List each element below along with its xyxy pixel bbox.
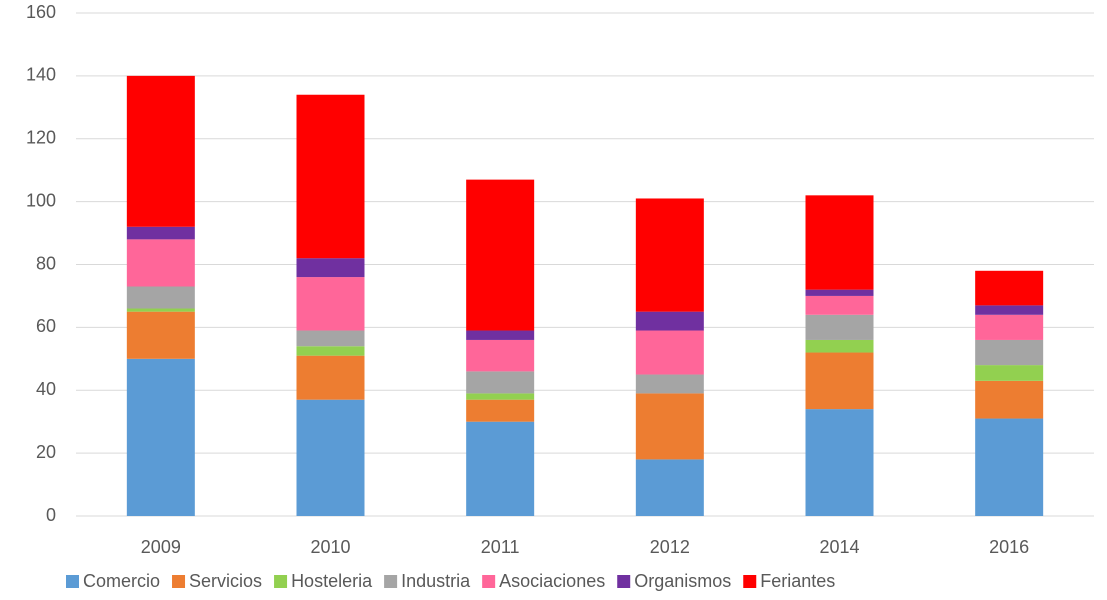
legend-label: Hosteleria bbox=[291, 571, 373, 591]
bar-segment bbox=[635, 459, 704, 516]
bar-segment bbox=[296, 399, 365, 516]
bar-segment bbox=[805, 339, 874, 353]
bar-segment bbox=[805, 409, 874, 516]
bar-segment bbox=[126, 308, 195, 312]
bar-segment bbox=[126, 311, 195, 359]
bar-segment bbox=[635, 330, 704, 375]
x-tick-label: 2011 bbox=[481, 537, 520, 557]
x-tick-label: 2009 bbox=[141, 537, 181, 557]
y-tick-label: 40 bbox=[36, 379, 56, 399]
bar-segment bbox=[805, 295, 874, 315]
bar-segment bbox=[975, 418, 1044, 516]
x-tick-label: 2016 bbox=[989, 537, 1029, 557]
legend-swatch bbox=[617, 575, 631, 588]
bar-segment bbox=[975, 270, 1044, 306]
bar-segment bbox=[466, 179, 535, 331]
x-tick-label: 2010 bbox=[310, 537, 350, 557]
bar-segment bbox=[126, 75, 195, 227]
bar-segment bbox=[635, 393, 704, 460]
y-tick-label: 160 bbox=[26, 2, 56, 22]
y-tick-label: 140 bbox=[26, 65, 56, 85]
legend-label: Organismos bbox=[634, 571, 731, 591]
bar-segment bbox=[635, 198, 704, 312]
bar-segment bbox=[126, 226, 195, 240]
bar-segment bbox=[466, 371, 535, 394]
legend-swatch bbox=[482, 575, 496, 588]
y-tick-label: 20 bbox=[36, 442, 56, 462]
bar-segment bbox=[296, 277, 365, 331]
y-tick-label: 100 bbox=[26, 190, 56, 210]
bar-segment bbox=[975, 305, 1044, 315]
bar-segment bbox=[466, 339, 535, 372]
legend-label: Comercio bbox=[83, 571, 160, 591]
x-tick-label: 2012 bbox=[650, 537, 690, 557]
bar-segment bbox=[466, 399, 535, 422]
y-tick-label: 120 bbox=[26, 128, 56, 148]
bar-segment bbox=[126, 286, 195, 309]
bar-segment bbox=[975, 314, 1044, 340]
bar-segment bbox=[126, 239, 195, 287]
bar-segment bbox=[635, 311, 704, 331]
bar-segment bbox=[296, 330, 365, 347]
bar-segment bbox=[805, 314, 874, 340]
bar-segment bbox=[805, 289, 874, 296]
bar-segment bbox=[126, 358, 195, 516]
y-tick-label: 60 bbox=[36, 316, 56, 336]
legend-label: Asociaciones bbox=[499, 571, 605, 591]
bar-segment bbox=[975, 365, 1044, 381]
bar-segment bbox=[296, 94, 365, 259]
bar-segment bbox=[466, 421, 535, 516]
legend-label: Feriantes bbox=[760, 571, 835, 591]
bar-segment bbox=[296, 346, 365, 356]
x-tick-label: 2014 bbox=[819, 537, 859, 557]
legend-swatch bbox=[743, 575, 757, 588]
bar-segment bbox=[296, 355, 365, 400]
bar-segment bbox=[975, 380, 1044, 419]
bar-segment bbox=[805, 352, 874, 410]
legend-swatch bbox=[384, 575, 398, 588]
legend-label: Servicios bbox=[189, 571, 262, 591]
bar-segment bbox=[975, 339, 1044, 366]
bar-segment bbox=[466, 330, 535, 340]
legend-swatch bbox=[172, 575, 186, 588]
y-tick-label: 0 bbox=[46, 505, 56, 525]
legend-swatch bbox=[66, 575, 79, 588]
legend-swatch bbox=[274, 575, 288, 588]
legend-label: Industria bbox=[401, 571, 471, 591]
bar-segment bbox=[805, 195, 874, 290]
bar-segment bbox=[635, 374, 704, 394]
bar-segment bbox=[296, 258, 365, 278]
bar-segment bbox=[466, 393, 535, 400]
y-tick-label: 80 bbox=[36, 253, 56, 273]
